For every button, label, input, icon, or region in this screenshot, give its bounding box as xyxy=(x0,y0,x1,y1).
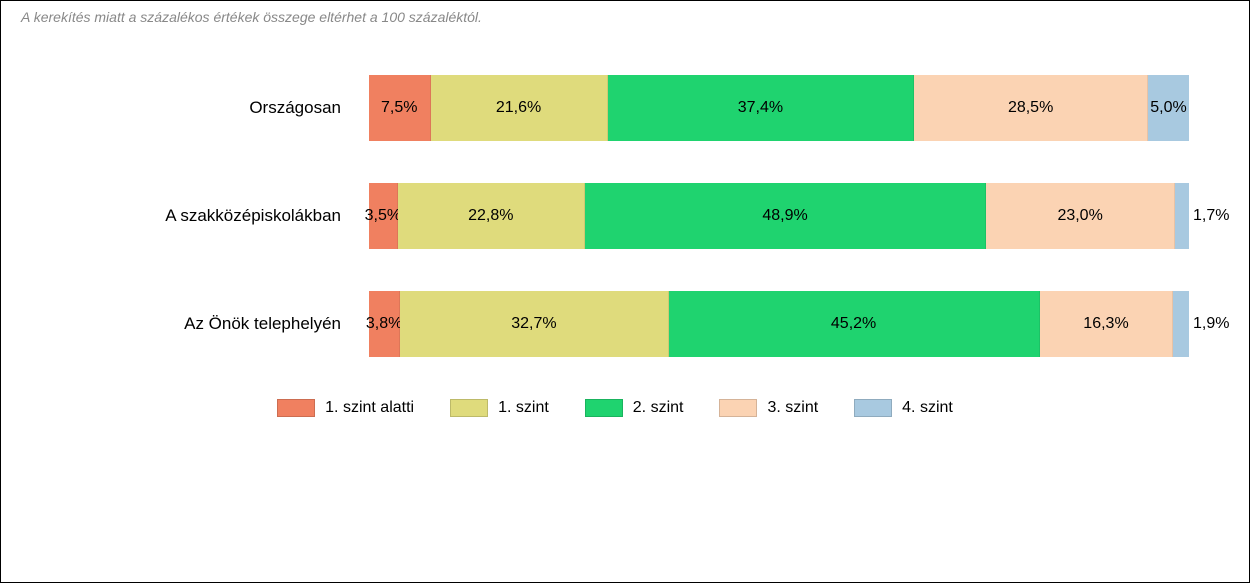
legend-label: 1. szint alatti xyxy=(325,399,414,417)
bar-segments: 7,5% 21,6% 37,4% 28,5% 5,0% xyxy=(369,75,1189,141)
bar-segment: 3,8% xyxy=(369,291,400,357)
segment-value: 3,5% xyxy=(365,207,401,225)
bar-label: Országosan xyxy=(41,98,369,118)
legend-label: 2. szint xyxy=(633,399,684,417)
segment-value: 16,3% xyxy=(1083,315,1128,333)
legend-item: 2. szint xyxy=(585,399,684,417)
chart-area: Országosan 7,5% 21,6% 37,4% 28,5% 5,0% A szakk… xyxy=(21,75,1229,417)
bar-wrap: 3,5% 22,8% 48,9% 23,0% 1,7% xyxy=(369,183,1189,249)
legend-item: 3. szint xyxy=(719,399,818,417)
bar-segment: 16,3% xyxy=(1040,291,1174,357)
segment-value: 3,8% xyxy=(366,315,402,333)
bar-label: A szakközépiskolákban xyxy=(41,206,369,226)
legend-swatch xyxy=(277,399,315,417)
legend-swatch xyxy=(719,399,757,417)
bar-segments: 3,5% 22,8% 48,9% 23,0% 1,7% xyxy=(369,183,1189,249)
segment-value: 5,0% xyxy=(1150,99,1186,117)
bar-segment: 23,0% xyxy=(986,183,1175,249)
legend-item: 4. szint xyxy=(854,399,953,417)
segment-value: 28,5% xyxy=(1008,99,1053,117)
bar-segment: 37,4% xyxy=(608,75,915,141)
bar-segment: 28,5% xyxy=(914,75,1148,141)
bar-wrap: 3,8% 32,7% 45,2% 16,3% 1,9% xyxy=(369,291,1189,357)
bar-wrap: 7,5% 21,6% 37,4% 28,5% 5,0% xyxy=(369,75,1189,141)
bar-segment: 3,5% xyxy=(369,183,398,249)
legend-label: 1. szint xyxy=(498,399,549,417)
legend-swatch xyxy=(585,399,623,417)
bar-row: A szakközépiskolákban3,5% 22,8% 48,9% 23,0%… xyxy=(41,183,1189,249)
bar-label: Az Önök telephelyén xyxy=(41,314,369,334)
chart-container: A kerekítés miatt a százalékos értékek ö… xyxy=(0,0,1250,583)
legend-item: 1. szint alatti xyxy=(277,399,414,417)
bar-segment: 5,0% xyxy=(1148,75,1189,141)
bar-segment: 1,9% xyxy=(1173,291,1189,357)
chart-note: A kerekítés miatt a százalékos értékek ö… xyxy=(21,9,1229,25)
segment-value: 48,9% xyxy=(762,207,807,225)
bar-rows-host: Országosan 7,5% 21,6% 37,4% 28,5% 5,0% A szakk… xyxy=(41,75,1189,357)
segment-value: 23,0% xyxy=(1057,207,1102,225)
segment-value: 37,4% xyxy=(738,99,783,117)
bar-segment: 7,5% xyxy=(369,75,431,141)
legend-swatch xyxy=(854,399,892,417)
segment-value: 21,6% xyxy=(496,99,541,117)
segment-value: 1,9% xyxy=(1193,315,1229,333)
bar-segment: 48,9% xyxy=(585,183,986,249)
bar-segment: 1,7% xyxy=(1175,183,1189,249)
bar-segment: 32,7% xyxy=(400,291,668,357)
segment-value: 7,5% xyxy=(381,99,417,117)
segment-value: 32,7% xyxy=(511,315,556,333)
segment-value: 22,8% xyxy=(468,207,513,225)
bar-segment: 22,8% xyxy=(398,183,585,249)
legend-label: 3. szint xyxy=(767,399,818,417)
bar-segments: 3,8% 32,7% 45,2% 16,3% 1,9% xyxy=(369,291,1189,357)
bar-segment: 21,6% xyxy=(431,75,608,141)
segment-value: 1,7% xyxy=(1193,207,1229,225)
segment-value: 45,2% xyxy=(831,315,876,333)
legend: 1. szint alatti 1. szint 2. szint 3. szint 4… xyxy=(41,399,1189,417)
bar-row: Országosan 7,5% 21,6% 37,4% 28,5% 5,0% xyxy=(41,75,1189,141)
bar-row: Az Önök telephelyén3,8% 32,7% 45,2% 16,3% 1,… xyxy=(41,291,1189,357)
legend-item: 1. szint xyxy=(450,399,549,417)
bar-segment: 45,2% xyxy=(669,291,1040,357)
legend-label: 4. szint xyxy=(902,399,953,417)
legend-swatch xyxy=(450,399,488,417)
